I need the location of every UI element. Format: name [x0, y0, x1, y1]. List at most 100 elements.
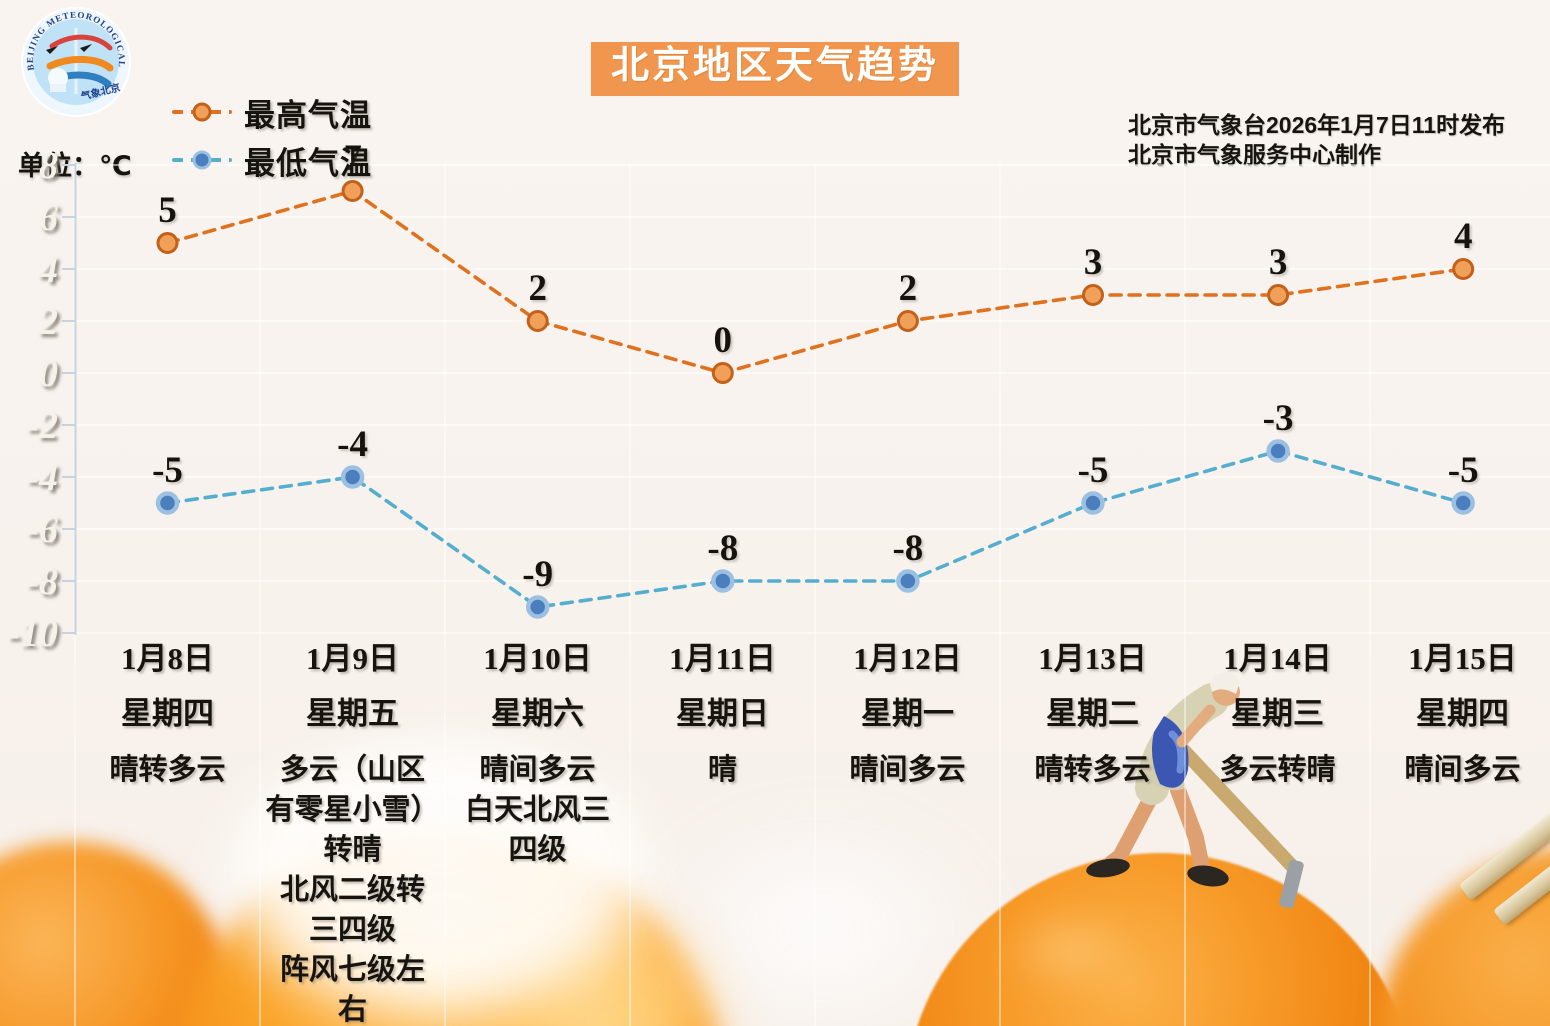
value-label-high: 2 — [528, 268, 547, 309]
y-tick-label: 0 — [39, 353, 58, 395]
day-weekday: 星期三 — [1231, 696, 1324, 731]
legend-line-sample — [172, 150, 232, 170]
value-label-low: -5 — [1078, 450, 1109, 491]
day-weekday: 星期四 — [1416, 696, 1509, 731]
logo-red-swoosh — [49, 34, 113, 51]
legend: 最高气温 最低气温 — [172, 90, 372, 186]
data-point-low — [896, 569, 920, 593]
y-tick-label: -8 — [26, 561, 58, 603]
day-column: 1月13日星期二晴转多云 — [1000, 636, 1185, 790]
day-weather: 晴间多云 — [849, 754, 966, 786]
value-label-high: 5 — [158, 190, 177, 231]
data-point-low — [155, 491, 180, 515]
day-weekday: 星期五 — [306, 696, 399, 731]
data-point-low — [1081, 491, 1105, 515]
white-haze — [215, 742, 665, 1022]
day-weather: 晴 — [707, 754, 737, 786]
value-label-low: -5 — [152, 450, 183, 491]
legend-marker-icon — [192, 102, 212, 122]
day-column: 1月12日 星期一 晴间多云 — [815, 636, 1000, 790]
legend-item-high: 最高气温 — [172, 90, 372, 134]
orange-highlight — [1000, 905, 1140, 995]
logo-radar-dome — [48, 68, 68, 88]
issued-line2: 北京市气象服务中心制作 — [1128, 142, 1381, 168]
logo-plane-icon — [80, 44, 92, 52]
figure-front-leg — [1170, 782, 1210, 876]
data-point-high — [896, 310, 919, 332]
value-label-low: -8 — [707, 528, 738, 569]
value-label-high: 0 — [714, 320, 733, 361]
figure-cap — [1210, 672, 1240, 694]
data-point-low — [711, 569, 735, 593]
data-point-high — [1082, 284, 1104, 306]
day-column: 1月11日星期日晴 — [630, 636, 815, 790]
data-point-high — [341, 180, 364, 202]
day-date: 1月10日 — [483, 641, 592, 676]
legend-label: 最低气温 — [244, 145, 372, 181]
day-date: 1月9日 — [306, 641, 399, 676]
farmer-figurine — [1086, 672, 1304, 909]
data-point-low — [525, 595, 550, 619]
data-point-low — [1451, 491, 1475, 515]
figure-arm — [1176, 704, 1216, 748]
hoe-blade — [1279, 859, 1304, 909]
data-point-high — [156, 232, 179, 254]
data-point-high — [526, 310, 549, 332]
y-tick-label: 8 — [39, 145, 58, 187]
day-weather: 晴间多云 白天北风三 四级 — [464, 754, 610, 866]
value-label-high: 3 — [1269, 242, 1288, 283]
day-weekday: 星期六 — [491, 696, 584, 731]
figure-rear-shoe — [1086, 858, 1130, 878]
value-label-low: -5 — [1448, 450, 1479, 491]
issued-info: 北京市气象台2026年1月7日11时发布 北京市气象服务中心制作 — [1128, 110, 1548, 170]
y-tick-label: 6 — [39, 197, 58, 239]
day-date: 1月14日 — [1223, 641, 1332, 676]
day-column: 1月9日星期五多云（山区 有零星小雪） 转晴 北风二级转 三四级 阵风七级左 右 — [260, 636, 445, 1026]
y-tick-label: -10 — [7, 613, 58, 655]
day-date: 1月13日 — [1038, 641, 1147, 676]
y-tick-label: 4 — [38, 249, 58, 291]
figure-front-shoe — [1187, 865, 1229, 887]
beijing-meteorological-service-logo: BEIJING METEOROLOGICAL SERVICE 气象北京 — [20, 6, 131, 117]
low-series-line — [165, 449, 1465, 609]
legend-marker-icon — [192, 150, 212, 170]
legend-line-sample — [172, 102, 232, 122]
day-weather: 多云转晴 — [1219, 754, 1336, 786]
y-tick-label: 2 — [38, 301, 58, 343]
value-label-low: -8 — [892, 528, 923, 569]
day-weather: 晴转多云 — [1034, 754, 1151, 786]
day-date: 1月8日 — [121, 641, 214, 676]
day-column: 1月10日星期六晴间多云 白天北风三 四级 — [445, 636, 630, 870]
day-weather: 多云（山区 有零星小雪） 转晴 北风二级转 三四级 阵风七级左 右 — [265, 754, 440, 1026]
value-label-low: -9 — [522, 554, 553, 595]
day-weather: 晴转多云 — [109, 754, 226, 786]
value-label-low: -3 — [1263, 398, 1294, 439]
y-tick-label: -4 — [26, 457, 58, 499]
data-point-low — [340, 465, 365, 489]
page-title: 北京地区天气趋势 — [590, 42, 960, 96]
data-point-high — [1267, 284, 1290, 306]
day-weekday: 星期日 — [676, 696, 769, 731]
day-date: 1月11日 — [669, 641, 776, 676]
day-column: 1月14日星期三多云转晴 — [1185, 636, 1370, 790]
day-date: 1月15日 — [1408, 641, 1517, 676]
logo-orange-swoosh — [46, 55, 114, 72]
value-label-high: 4 — [1454, 216, 1473, 257]
day-column: 1月8日星期四晴转多云 — [75, 636, 260, 790]
value-label-high: 3 — [1084, 242, 1103, 283]
issued-line1: 北京市气象台2026年1月7日11时发布 — [1128, 112, 1506, 138]
day-weekday: 星期二 — [1046, 696, 1139, 731]
hoe-handle — [1165, 731, 1299, 873]
day-column: 1月15日星期四晴间多云 — [1370, 636, 1550, 790]
day-weekday: 星期四 — [121, 696, 214, 731]
legend-label: 最高气温 — [244, 97, 372, 133]
data-point-low — [1266, 439, 1290, 463]
logo-plane-icon — [46, 46, 58, 54]
y-tick-label: -2 — [26, 405, 58, 447]
day-weather: 晴间多云 — [1404, 754, 1521, 786]
data-point-high — [711, 362, 734, 384]
value-label-high: 2 — [899, 268, 918, 309]
legend-item-low: 最低气温 — [172, 138, 372, 182]
data-point-high — [1452, 258, 1475, 280]
